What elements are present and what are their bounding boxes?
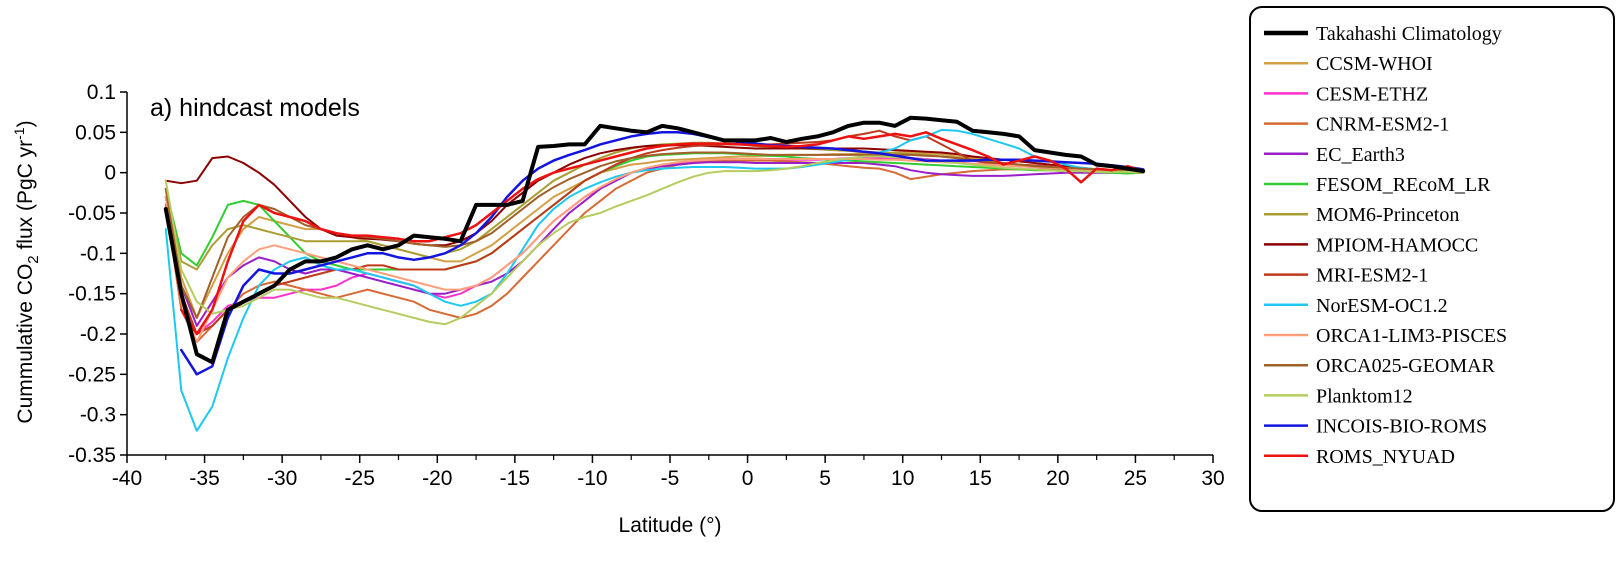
legend-label: ORCA025-GEOMAR	[1316, 355, 1496, 377]
legend-item: ROMS_NYUAD	[1264, 446, 1455, 468]
legend-item: Planktom12	[1264, 385, 1413, 407]
y-tick-label: -0.3	[80, 404, 116, 427]
series-line-incois-bio-roms	[180, 131, 1145, 376]
x-tick-label: 10	[891, 467, 914, 490]
y-axis-title: Cummulative CO2 flux (PgC yr-1)	[11, 120, 42, 423]
legend-item: NorESM-OC1.2	[1264, 295, 1448, 317]
legend-item: FESOM_REcoM_LR	[1264, 174, 1491, 196]
legend-item: ORCA025-GEOMAR	[1264, 355, 1496, 377]
legend-label: ORCA1-LIM3-PISCES	[1316, 325, 1507, 347]
legend-item: EC_Earth3	[1264, 144, 1405, 166]
legend-item: CESM-ETHZ	[1264, 83, 1428, 105]
series-line-ccsm-whoi	[164, 151, 1145, 319]
y-tick-label: -0.05	[68, 202, 116, 225]
series-line-takahashi-climatology	[163, 115, 1146, 365]
legend-item: MRI-ESM2-1	[1264, 265, 1428, 287]
y-tick-label: 0	[104, 162, 116, 185]
panel-label: a) hindcast models	[150, 94, 360, 122]
y-axis-title-mid: flux (PgC yr	[14, 140, 37, 256]
legend-label: CNRM-ESM2-1	[1316, 114, 1449, 136]
legend-label: FESOM_REcoM_LR	[1316, 174, 1491, 196]
y-axis-title-main: Cummulative CO	[14, 264, 37, 424]
x-tick-label: 20	[1046, 467, 1069, 490]
x-tick-label: 30	[1201, 467, 1224, 490]
y-tick-label: -0.25	[68, 363, 116, 386]
legend-label: MRI-ESM2-1	[1316, 265, 1428, 287]
y-tick-label: -0.2	[80, 323, 116, 346]
legend-label: CESM-ETHZ	[1316, 83, 1428, 105]
legend-items: Takahashi Climatology CCSM-WHOI CESM-ETHZ C…	[1264, 23, 1507, 468]
y-tick-label: -0.35	[68, 444, 116, 467]
x-tick-label: -30	[267, 467, 297, 490]
x-tick-label: -40	[112, 467, 142, 490]
legend-label: INCOIS-BIO-ROMS	[1316, 416, 1487, 438]
legend-box	[1249, 6, 1615, 512]
legend-item: INCOIS-BIO-ROMS	[1264, 416, 1487, 438]
x-tick-label: 0	[742, 467, 754, 490]
y-axis-title-superscript: -1	[11, 127, 27, 140]
y-tick-label: -0.15	[68, 283, 116, 306]
y-tick-label: -0.1	[80, 242, 116, 265]
series-line-roms-nyuad	[180, 131, 1145, 336]
series-layer	[163, 115, 1146, 432]
x-tick-label: 25	[1124, 467, 1147, 490]
x-tick-label: -15	[500, 467, 530, 490]
series-line-cesm-ethz	[164, 157, 1145, 335]
x-tick-label: -5	[661, 467, 680, 490]
legend-label: MOM6-Princeton	[1316, 204, 1459, 226]
x-tick-label: 15	[969, 467, 992, 490]
x-tick-label: -25	[345, 467, 375, 490]
legend-item: MPIOM-HAMOCC	[1264, 234, 1478, 256]
legend-item: MOM6-Princeton	[1264, 204, 1459, 226]
legend-label: CCSM-WHOI	[1316, 53, 1433, 75]
legend-item: CNRM-ESM2-1	[1264, 114, 1449, 136]
legend-label: MPIOM-HAMOCC	[1316, 234, 1478, 256]
legend-item: Takahashi Climatology	[1264, 23, 1502, 45]
axes-layer: 0.1 0.05 0 -0.05 -0.1 -0.15 -0.2 -0.25 -0.3 -0.35…	[68, 81, 1225, 490]
series-line-mri-esm2-1	[164, 129, 1145, 335]
series-line-orca1-lim3-pisces	[164, 158, 1145, 344]
y-tick-label: 0.05	[75, 121, 116, 144]
series-line-cnrm-esm2-1	[164, 159, 1145, 344]
legend-item: CCSM-WHOI	[1264, 53, 1433, 75]
legend-label: EC_Earth3	[1316, 144, 1405, 166]
y-tick-label: 0.1	[87, 81, 116, 104]
x-tick-label: -20	[422, 467, 452, 490]
x-tick-label: 5	[819, 467, 831, 490]
legend-item: ORCA1-LIM3-PISCES	[1264, 325, 1507, 347]
legend-label: Takahashi Climatology	[1316, 23, 1502, 45]
series-line-ec-earth3	[164, 161, 1145, 327]
legend-label: Planktom12	[1316, 385, 1413, 407]
series-line-planktom12	[164, 155, 1145, 326]
y-axis-title-close: )	[14, 120, 37, 127]
x-tick-label: -10	[577, 467, 607, 490]
legend-label: ROMS_NYUAD	[1316, 446, 1455, 468]
series-line-orca025-geomar	[164, 151, 1145, 319]
x-axis-title: Latitude (°)	[619, 514, 722, 537]
x-tick-label: -35	[189, 467, 219, 490]
y-axis-title-subscript: 2	[25, 255, 42, 263]
series-line-noresm-oc1-2	[164, 128, 1145, 432]
legend-label: NorESM-OC1.2	[1316, 295, 1448, 317]
legend: Takahashi Climatology CCSM-WHOI CESM-ETHZ C…	[1249, 6, 1615, 512]
